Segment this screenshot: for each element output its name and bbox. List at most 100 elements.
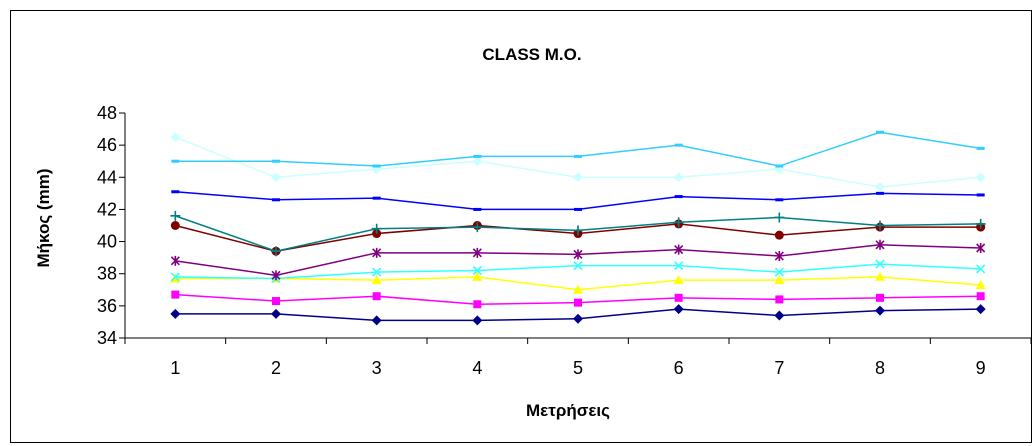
chart-title: CLASS M.O. <box>482 45 581 64</box>
data-point <box>171 290 180 299</box>
data-point <box>171 159 180 163</box>
data-point <box>975 304 986 315</box>
data-point <box>976 193 985 197</box>
series-group <box>171 290 985 309</box>
data-point <box>372 247 382 258</box>
y-axis-title: Μήκος (mm) <box>34 169 53 268</box>
data-point <box>774 310 785 321</box>
data-point <box>372 267 382 277</box>
data-point <box>472 156 483 167</box>
data-point <box>574 154 582 158</box>
data-point <box>774 267 784 277</box>
data-point <box>472 271 483 281</box>
data-point <box>875 271 885 281</box>
series-line <box>175 131 981 167</box>
data-point <box>774 212 785 223</box>
x-tick-label: 1 <box>170 358 180 378</box>
data-point <box>372 164 381 168</box>
data-point <box>875 220 885 231</box>
series-group <box>171 130 985 168</box>
series-group <box>170 271 986 294</box>
series-group <box>170 132 986 192</box>
y-tick-label: 42 <box>97 199 117 219</box>
series-line <box>175 191 981 211</box>
data-point <box>271 172 281 183</box>
x-tick-label: 6 <box>674 358 684 378</box>
data-point <box>271 270 281 281</box>
data-point <box>976 146 985 150</box>
series-group <box>170 210 986 257</box>
line-chart: CLASS M.O. Μετρήσεις Μήκος (mm) 34363840… <box>34 45 1032 420</box>
data-point <box>876 191 884 195</box>
data-point <box>975 172 986 183</box>
data-point <box>875 259 885 269</box>
data-point <box>976 292 985 301</box>
x-axis-title: Μετρήσεις <box>526 401 610 420</box>
y-tick-label: 38 <box>97 264 117 284</box>
data-point <box>573 225 583 236</box>
data-point <box>875 181 885 192</box>
data-point <box>472 265 482 276</box>
data-point <box>371 223 382 234</box>
data-point <box>674 293 683 302</box>
x-tick-label: 8 <box>875 358 885 378</box>
data-point <box>876 130 884 134</box>
x-tick-label: 7 <box>774 358 784 378</box>
y-tick-label: 34 <box>97 328 117 348</box>
data-point <box>875 305 885 316</box>
data-point <box>774 230 784 240</box>
series-layer <box>170 130 986 326</box>
data-point <box>371 315 382 326</box>
data-point <box>673 217 684 228</box>
y-tick-label: 44 <box>97 167 117 187</box>
data-point <box>573 261 583 271</box>
data-point <box>673 304 684 315</box>
data-point <box>976 243 986 253</box>
data-point <box>774 251 784 262</box>
data-point <box>472 222 483 233</box>
data-point <box>170 272 180 282</box>
data-point <box>573 172 583 183</box>
data-point <box>574 298 582 307</box>
data-point <box>170 132 181 143</box>
data-point <box>875 239 885 250</box>
data-point <box>673 172 684 183</box>
data-point <box>573 284 583 294</box>
series-group <box>170 304 986 326</box>
data-point <box>170 308 181 319</box>
data-point <box>372 292 381 301</box>
data-point <box>674 261 684 271</box>
series-line <box>175 244 981 277</box>
data-point <box>472 247 482 258</box>
data-point <box>775 295 784 304</box>
data-point <box>976 264 986 274</box>
x-tick-label: 2 <box>271 358 281 378</box>
data-point <box>975 279 986 289</box>
data-point <box>674 195 683 199</box>
data-point <box>372 196 381 200</box>
y-tick-label: 40 <box>97 232 117 252</box>
data-point <box>473 207 482 211</box>
data-point <box>473 154 482 158</box>
y-tick-label: 48 <box>97 103 117 123</box>
data-point <box>473 300 482 309</box>
data-point <box>272 297 280 306</box>
x-tick-label: 9 <box>976 358 986 378</box>
data-point <box>774 275 785 285</box>
data-point <box>272 198 280 202</box>
data-point <box>876 293 884 302</box>
data-point <box>673 275 684 285</box>
data-point <box>170 210 181 221</box>
x-tick-label: 4 <box>472 358 482 378</box>
x-tick-label: 5 <box>573 358 583 378</box>
series-group <box>171 190 985 211</box>
data-point <box>574 207 582 211</box>
chart-area: CLASS M.O. Μετρήσεις Μήκος (mm) 34 36 38 40… <box>10 10 1032 443</box>
data-point <box>170 221 180 230</box>
data-point <box>775 164 784 168</box>
data-point <box>674 244 684 255</box>
data-point <box>271 308 281 319</box>
data-point <box>573 313 583 324</box>
series-group <box>170 259 986 284</box>
